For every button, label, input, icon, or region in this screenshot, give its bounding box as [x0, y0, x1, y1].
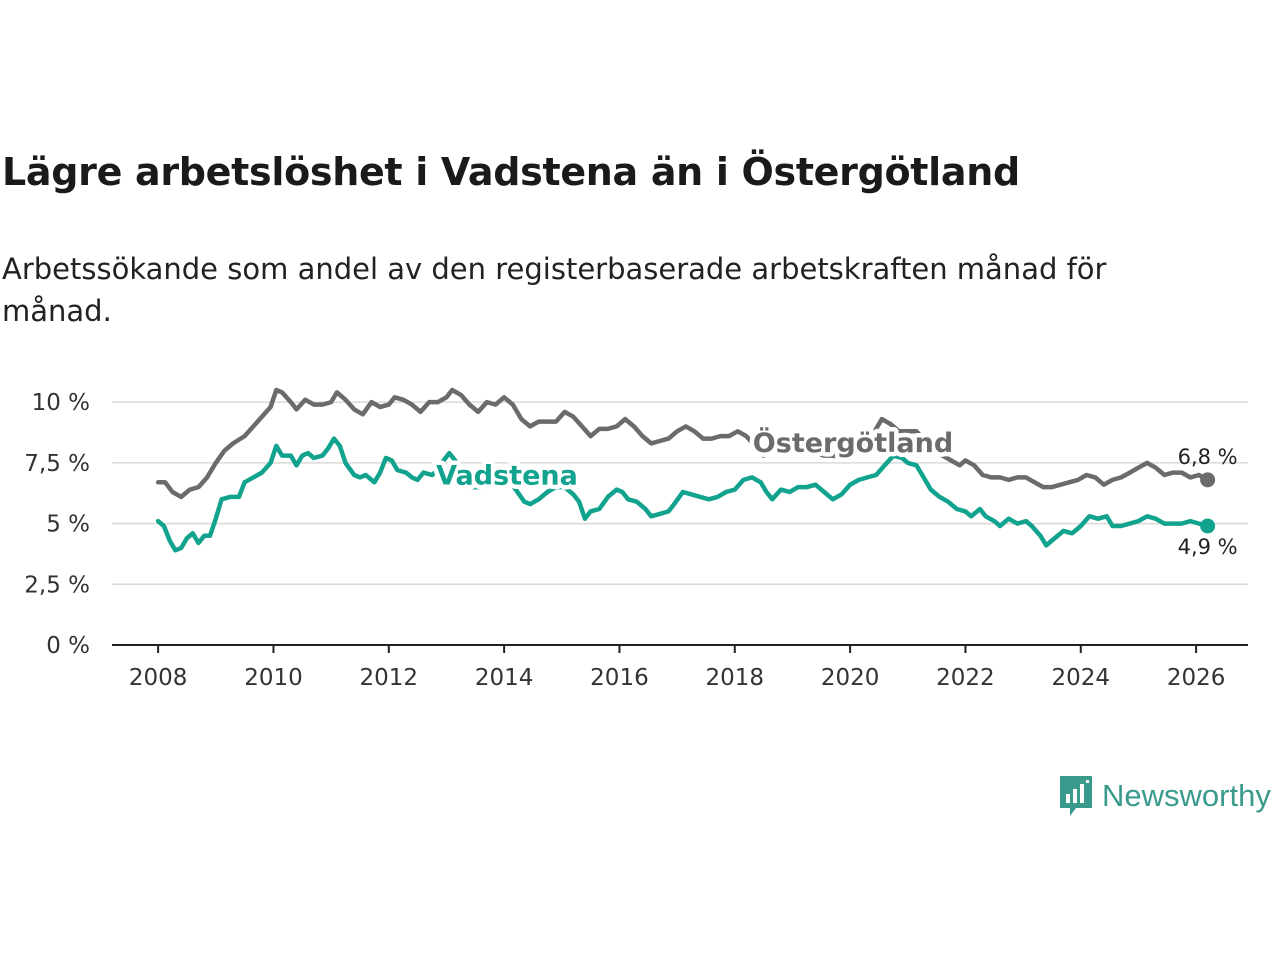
y-tick-label: 10 % — [32, 390, 90, 416]
y-axis: 0 % 2,5 % 5 % 7,5 % 10 % — [24, 390, 90, 659]
series-label-vadstena-halo: Vadstena — [436, 461, 578, 492]
series-label-ostergotland: Östergötland — [753, 426, 953, 459]
newsworthy-logo-icon — [1060, 776, 1092, 816]
x-tick-label: 2014 — [475, 665, 534, 691]
chart-title: Lägre arbetslöshet i Vadstena än i Öster… — [2, 150, 1020, 194]
end-label-ostergotland: 6,8 % — [1178, 445, 1238, 469]
end-marker-vadstena — [1200, 518, 1216, 534]
x-tick-label: 2012 — [360, 665, 419, 691]
x-tick-label: 2020 — [821, 665, 880, 691]
x-tick-label: 2016 — [590, 665, 649, 691]
x-tick-label: 2024 — [1051, 665, 1110, 691]
end-label-vadstena: 4,9 % — [1178, 535, 1238, 559]
chart-subtitle: Arbetssökande som andel av den registerb… — [2, 252, 1107, 328]
series-line-vadstena — [155, 436, 1210, 553]
series-labels: 6,8 %4,9 %ÖstergötlandÖstergötlandVadste… — [432, 421, 1238, 559]
series-label-ostergotland-halo: Östergötland — [753, 426, 953, 459]
series-label-vadstena: Vadstena — [436, 461, 578, 492]
x-tick-label: 2022 — [936, 665, 995, 691]
y-tick-label: 7,5 % — [24, 451, 90, 477]
y-tick-label: 5 % — [46, 512, 90, 538]
series-lines — [155, 387, 1216, 553]
x-tick-label: 2008 — [129, 665, 188, 691]
y-tick-label: 0 % — [46, 633, 90, 659]
newsworthy-brand[interactable]: Newsworthy — [1058, 774, 1271, 818]
x-tick-label: 2010 — [244, 665, 303, 691]
x-tick-label: 2018 — [706, 665, 765, 691]
line-chart: 0 % 2,5 % 5 % 7,5 % 10 % 2008 2010 2012 2014 201… — [24, 387, 1248, 691]
series-line-östergötland — [155, 387, 1210, 500]
x-axis: 2008 2010 2012 2014 2016 2018 2020 2022 2024 2026 — [112, 644, 1248, 691]
brand-name: Newsworthy — [1102, 778, 1271, 813]
y-tick-label: 2,5 % — [24, 572, 90, 598]
x-tick-label: 2026 — [1167, 665, 1226, 691]
end-marker-östergötland — [1200, 472, 1216, 488]
